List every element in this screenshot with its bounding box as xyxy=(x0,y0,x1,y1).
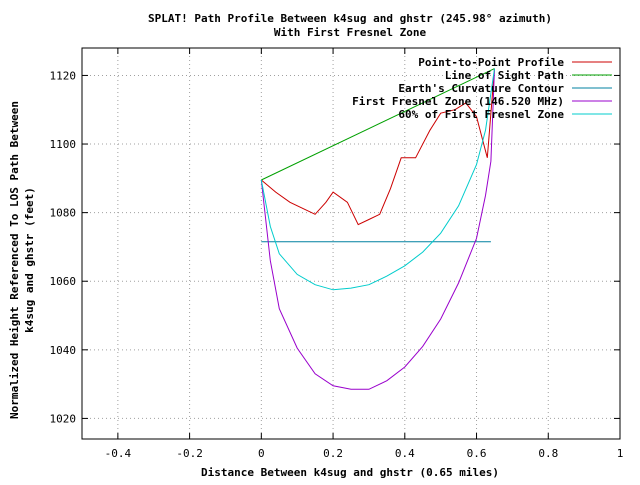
legend-label: 60% of First Fresnel Zone xyxy=(398,108,564,121)
legend-label: Earth's Curvature Contour xyxy=(398,82,564,95)
x-tick-label: 0.4 xyxy=(395,447,415,460)
x-tick-label: 0 xyxy=(258,447,265,460)
chart-subtitle: With First Fresnel Zone xyxy=(274,26,427,39)
legend-label: Line of Sight Path xyxy=(445,69,564,82)
y-tick-label: 1100 xyxy=(50,138,77,151)
grid xyxy=(82,48,621,439)
y-tick-label: 1060 xyxy=(50,275,77,288)
x-tick-label: -0.2 xyxy=(176,447,203,460)
x-tick-label: 0.2 xyxy=(323,447,343,460)
chart-title: SPLAT! Path Profile Between k4sug and gh… xyxy=(148,12,552,25)
y-axis-label-line1: Normalized Height Referenced To LOS Path… xyxy=(8,101,21,419)
y-tick-label: 1040 xyxy=(50,344,77,357)
y-axis-label-line2: k4sug and ghstr (feet) xyxy=(23,187,36,333)
axis-ticks: -0.4 -0.2 0 0.2 0.4 0.6 0.8 1 1020 1040 1060 1080 11… xyxy=(50,48,624,460)
series-line-1 xyxy=(261,68,495,181)
x-tick-label: 0.8 xyxy=(538,447,558,460)
series-line-0 xyxy=(260,68,495,226)
series-line-4 xyxy=(260,68,495,291)
legend-label: Point-to-Point Profile xyxy=(418,56,564,69)
x-tick-label: -0.4 xyxy=(105,447,132,460)
plot-series xyxy=(260,68,495,390)
y-tick-label: 1020 xyxy=(50,412,77,425)
x-tick-label: 0.6 xyxy=(467,447,487,460)
x-tick-label: 1 xyxy=(617,447,624,460)
y-tick-label: 1120 xyxy=(50,69,77,82)
series-line-3 xyxy=(260,68,495,390)
plot-frame xyxy=(81,47,621,440)
x-axis-label: Distance Between k4sug and ghstr (0.65 m… xyxy=(201,466,499,479)
legend-label: First Fresnel Zone (146.520 MHz) xyxy=(352,95,564,108)
y-tick-label: 1080 xyxy=(50,207,77,220)
